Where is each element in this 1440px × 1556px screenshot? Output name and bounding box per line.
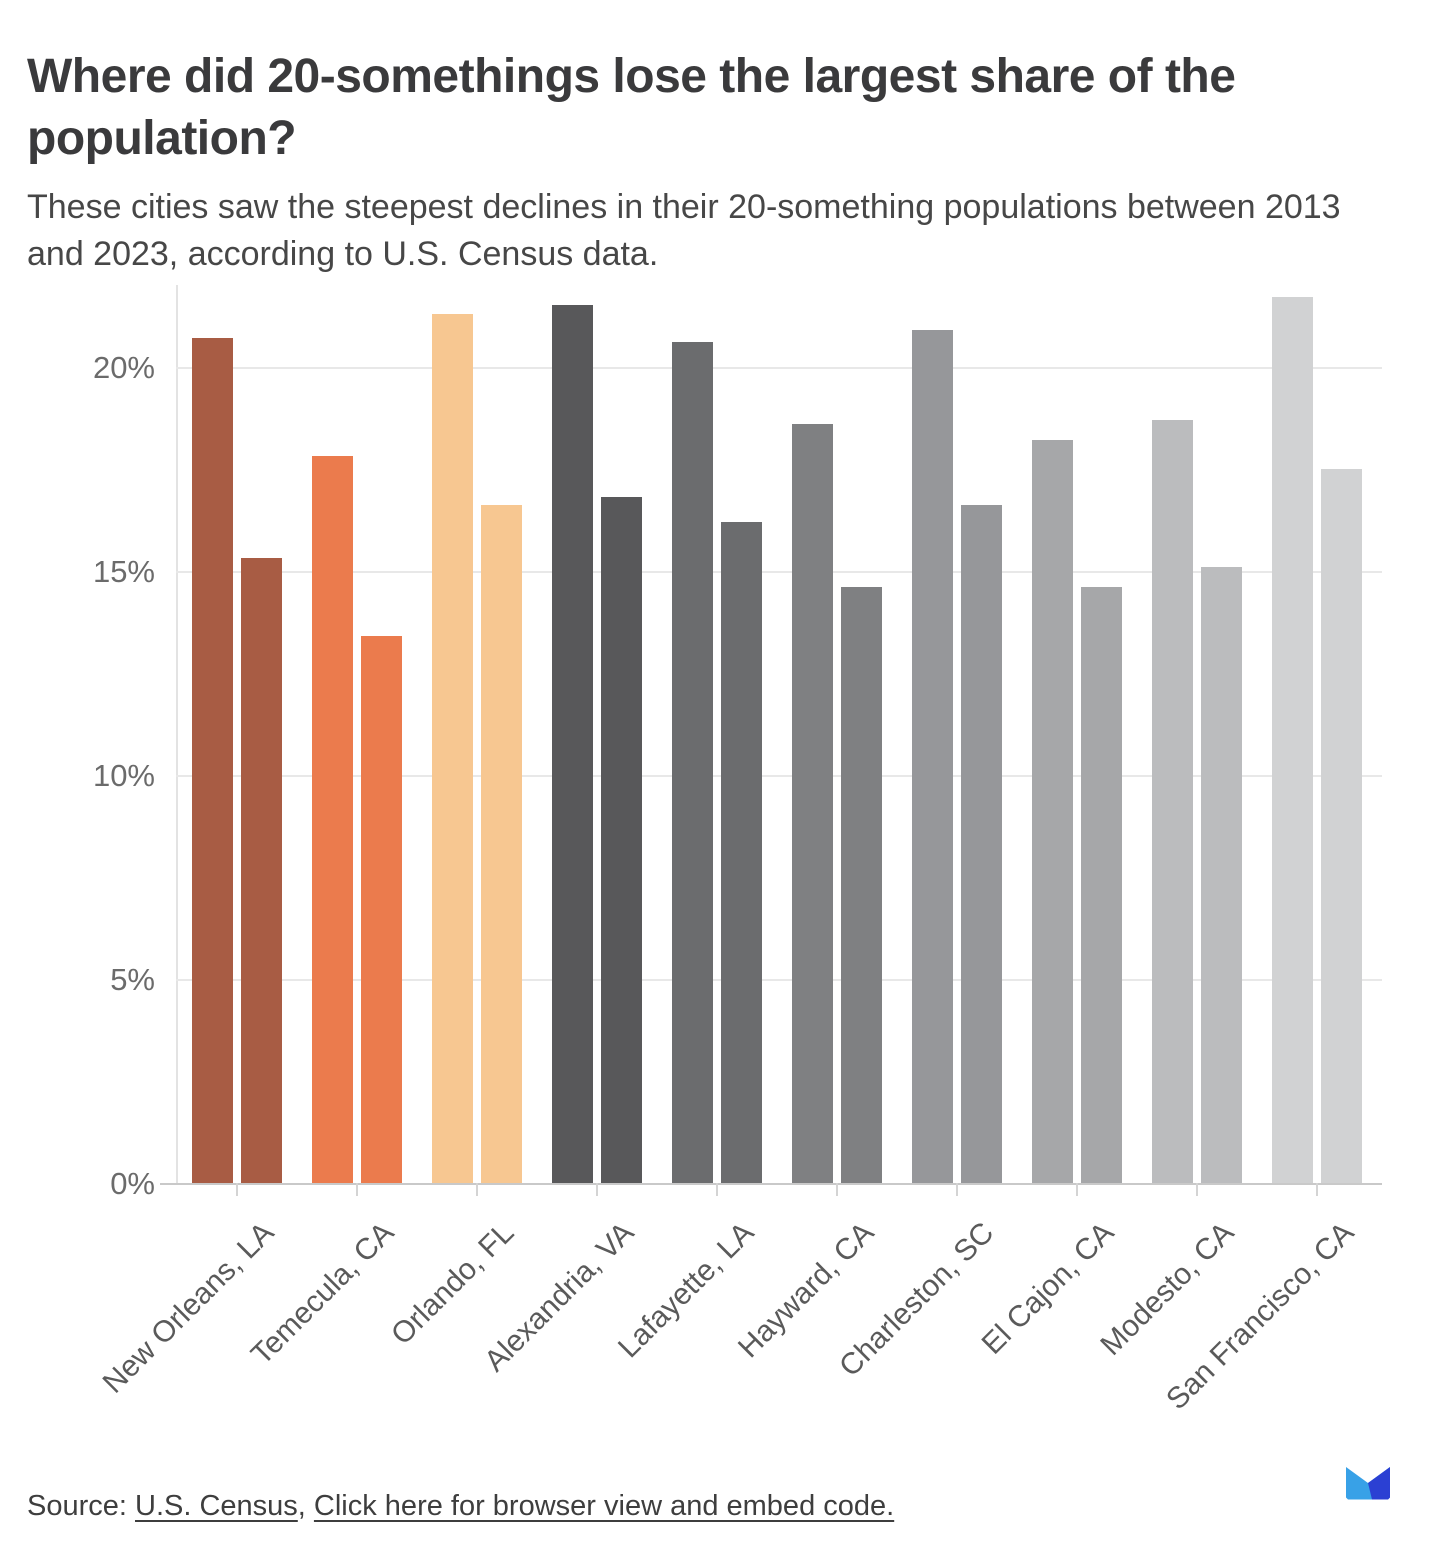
publisher-logo-icon[interactable] (1344, 1462, 1392, 1500)
x-axis-label-lafayette-la: Lafayette, LA (611, 1216, 761, 1365)
bar-hayward-ca-2023[interactable] (841, 587, 882, 1183)
embed-link[interactable]: Click here for browser view and embed co… (313, 1490, 895, 1522)
y-axis-tick-label-0pct: 0% (110, 1166, 155, 1201)
x-axis-tick-temecula-ca (356, 1183, 358, 1196)
bar-el-cajon-ca-2023[interactable] (1081, 587, 1122, 1183)
x-axis-tick-el-cajon-ca (1076, 1183, 1078, 1196)
y-axis-line (176, 285, 178, 1183)
bar-alexandria-va-2013[interactable] (552, 305, 593, 1183)
bar-orlando-fl-2013[interactable] (432, 314, 473, 1183)
bar-el-cajon-ca-2013[interactable] (1032, 440, 1073, 1183)
bar-lafayette-la-2013[interactable] (672, 342, 713, 1183)
bar-charleston-sc-2023[interactable] (961, 505, 1002, 1183)
bar-temecula-ca-2023[interactable] (361, 636, 402, 1183)
x-axis-tick-hayward-ca (836, 1183, 838, 1196)
x-axis-tick-lafayette-la (716, 1183, 718, 1196)
bar-modesto-ca-2013[interactable] (1152, 420, 1193, 1183)
x-axis-label-hayward-ca: Hayward, CA (732, 1216, 881, 1365)
gridline-0pct (160, 1183, 1382, 1185)
bar-san-francisco-ca-2023[interactable] (1321, 469, 1362, 1183)
bar-orlando-fl-2023[interactable] (481, 505, 522, 1183)
x-axis-label-el-cajon-ca: El Cajon, CA (975, 1216, 1121, 1361)
x-axis-tick-san-francisco-ca (1316, 1183, 1318, 1196)
x-axis-label-temecula-ca: Temecula, CA (244, 1216, 401, 1372)
x-axis-tick-modesto-ca (1196, 1183, 1198, 1196)
bar-temecula-ca-2013[interactable] (312, 456, 353, 1183)
y-axis-tick-label-5pct: 5% (110, 961, 155, 997)
x-axis-tick-orlando-fl (476, 1183, 478, 1196)
gridline-20pct (176, 366, 1382, 369)
x-axis-tick-charleston-sc (956, 1183, 958, 1196)
chart-title: Where did 20-somethings lose the largest… (27, 50, 1236, 165)
y-axis-tick-label-20pct: 20% (92, 349, 155, 385)
bar-alexandria-va-2023[interactable] (601, 497, 642, 1183)
x-axis-tick-new-orleans-la (236, 1183, 238, 1196)
x-axis-label-new-orleans-la: New Orleans, LA (96, 1216, 281, 1400)
y-axis-tick-label-15pct: 15% (92, 553, 155, 589)
source-separator: , (297, 1490, 314, 1522)
x-axis-label-modesto-ca: Modesto, CA (1094, 1216, 1241, 1362)
source-label: Source: (27, 1490, 135, 1522)
source-link-census[interactable]: U.S. Census (135, 1490, 298, 1522)
x-axis-tick-alexandria-va (596, 1183, 598, 1196)
source-line: Source: U.S. Census, Click here for brow… (27, 1490, 894, 1523)
bar-hayward-ca-2013[interactable] (792, 424, 833, 1183)
chart-subtitle: These cities saw the steepest declines i… (27, 188, 1341, 273)
bar-new-orleans-la-2023[interactable] (241, 558, 282, 1183)
bar-modesto-ca-2023[interactable] (1201, 567, 1242, 1183)
bar-charleston-sc-2013[interactable] (912, 330, 953, 1183)
bar-lafayette-la-2023[interactable] (721, 522, 762, 1183)
gridline-10pct (176, 774, 1382, 777)
x-axis-label-alexandria-va: Alexandria, VA (478, 1216, 641, 1379)
gridline-15pct (176, 570, 1382, 573)
x-axis-label-charleston-sc: Charleston, SC (833, 1216, 1001, 1384)
x-axis-label-orlando-fl: Orlando, FL (384, 1216, 521, 1352)
x-axis-label-san-francisco-ca: San Francisco, CA (1160, 1216, 1361, 1417)
bar-new-orleans-la-2013[interactable] (192, 338, 233, 1183)
gridline-5pct (176, 978, 1382, 981)
bar-san-francisco-ca-2013[interactable] (1272, 297, 1313, 1183)
y-axis-tick-label-10pct: 10% (92, 757, 155, 793)
